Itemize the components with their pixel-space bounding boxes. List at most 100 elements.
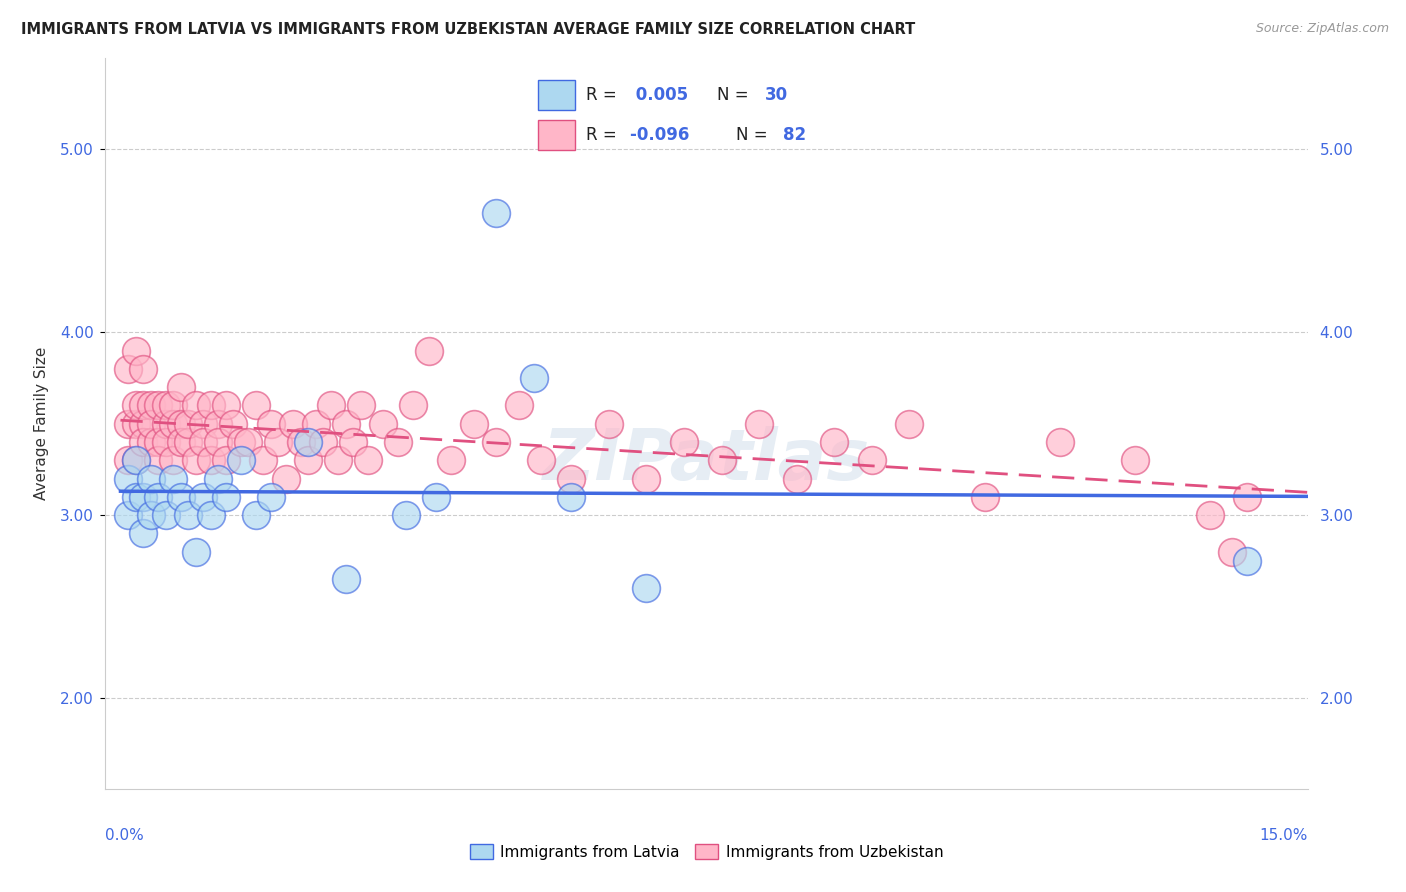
Point [117, 453, 139, 467]
Point [387, 435, 409, 450]
Point [139, 435, 162, 450]
Point [146, 490, 169, 504]
Point [162, 417, 184, 431]
Point [162, 472, 184, 486]
Point [598, 417, 620, 431]
Point [786, 472, 808, 486]
Point [860, 453, 883, 467]
Point [169, 435, 191, 450]
Point [402, 398, 425, 412]
Text: 15.0%: 15.0% [1260, 828, 1308, 843]
Y-axis label: Average Family Size: Average Family Size [34, 347, 49, 500]
Point [177, 508, 200, 523]
Point [124, 343, 146, 358]
Point [132, 526, 155, 541]
Point [124, 453, 146, 467]
Point [177, 417, 200, 431]
Point [710, 453, 733, 467]
Point [229, 453, 252, 467]
Point [245, 398, 267, 412]
Point [373, 417, 395, 431]
Point [146, 453, 169, 467]
Point [222, 417, 245, 431]
Point [124, 490, 146, 504]
Point [485, 435, 508, 450]
Point [245, 508, 267, 523]
Point [523, 371, 546, 385]
Point [132, 435, 155, 450]
Point [1199, 508, 1222, 523]
Point [560, 472, 582, 486]
Point [117, 362, 139, 376]
Point [350, 398, 373, 412]
Text: 30: 30 [765, 86, 787, 104]
Point [146, 398, 169, 412]
Point [132, 490, 155, 504]
Point [139, 472, 162, 486]
Point [207, 417, 229, 431]
Point [1049, 435, 1071, 450]
Point [560, 490, 582, 504]
Point [425, 490, 447, 504]
Point [748, 417, 770, 431]
Point [162, 398, 184, 412]
Point [973, 490, 995, 504]
Point [139, 508, 162, 523]
Point [184, 544, 207, 558]
Point [485, 206, 508, 220]
Point [132, 398, 155, 412]
Point [328, 453, 350, 467]
Point [191, 417, 214, 431]
FancyBboxPatch shape [538, 80, 575, 110]
Point [395, 508, 418, 523]
Point [898, 417, 921, 431]
Point [169, 417, 191, 431]
Point [146, 435, 169, 450]
Point [1123, 453, 1146, 467]
Point [191, 435, 214, 450]
Text: N =: N = [717, 86, 754, 104]
Point [260, 490, 283, 504]
Point [214, 453, 236, 467]
Point [124, 453, 146, 467]
Point [169, 380, 191, 394]
Point [177, 435, 200, 450]
Point [184, 453, 207, 467]
Point [124, 398, 146, 412]
Point [132, 417, 155, 431]
Point [117, 508, 139, 523]
Text: 0.005: 0.005 [630, 86, 693, 104]
Point [1222, 544, 1244, 558]
Text: 0.0%: 0.0% [105, 828, 145, 843]
Point [132, 362, 155, 376]
Point [1236, 490, 1258, 504]
Text: IMMIGRANTS FROM LATVIA VS IMMIGRANTS FROM UZBEKISTAN AVERAGE FAMILY SIZE CORRELA: IMMIGRANTS FROM LATVIA VS IMMIGRANTS FRO… [21, 22, 915, 37]
Point [200, 398, 222, 412]
Text: R =: R = [586, 126, 621, 145]
Point [155, 398, 177, 412]
Point [267, 435, 290, 450]
Point [297, 435, 319, 450]
Point [200, 508, 222, 523]
Point [335, 572, 357, 586]
Point [207, 435, 229, 450]
Point [117, 472, 139, 486]
Point [823, 435, 845, 450]
Point [252, 453, 274, 467]
Text: ZIPatlas: ZIPatlas [543, 425, 870, 495]
Point [530, 453, 553, 467]
Point [238, 435, 260, 450]
Point [508, 398, 530, 412]
Point [305, 417, 328, 431]
Point [229, 435, 252, 450]
Point [162, 453, 184, 467]
Text: R =: R = [586, 86, 621, 104]
Point [200, 453, 222, 467]
Point [139, 398, 162, 412]
Point [312, 435, 335, 450]
Point [319, 398, 342, 412]
Legend: Immigrants from Latvia, Immigrants from Uzbekistan: Immigrants from Latvia, Immigrants from … [464, 838, 949, 866]
Point [214, 398, 236, 412]
Point [335, 417, 357, 431]
Point [155, 508, 177, 523]
